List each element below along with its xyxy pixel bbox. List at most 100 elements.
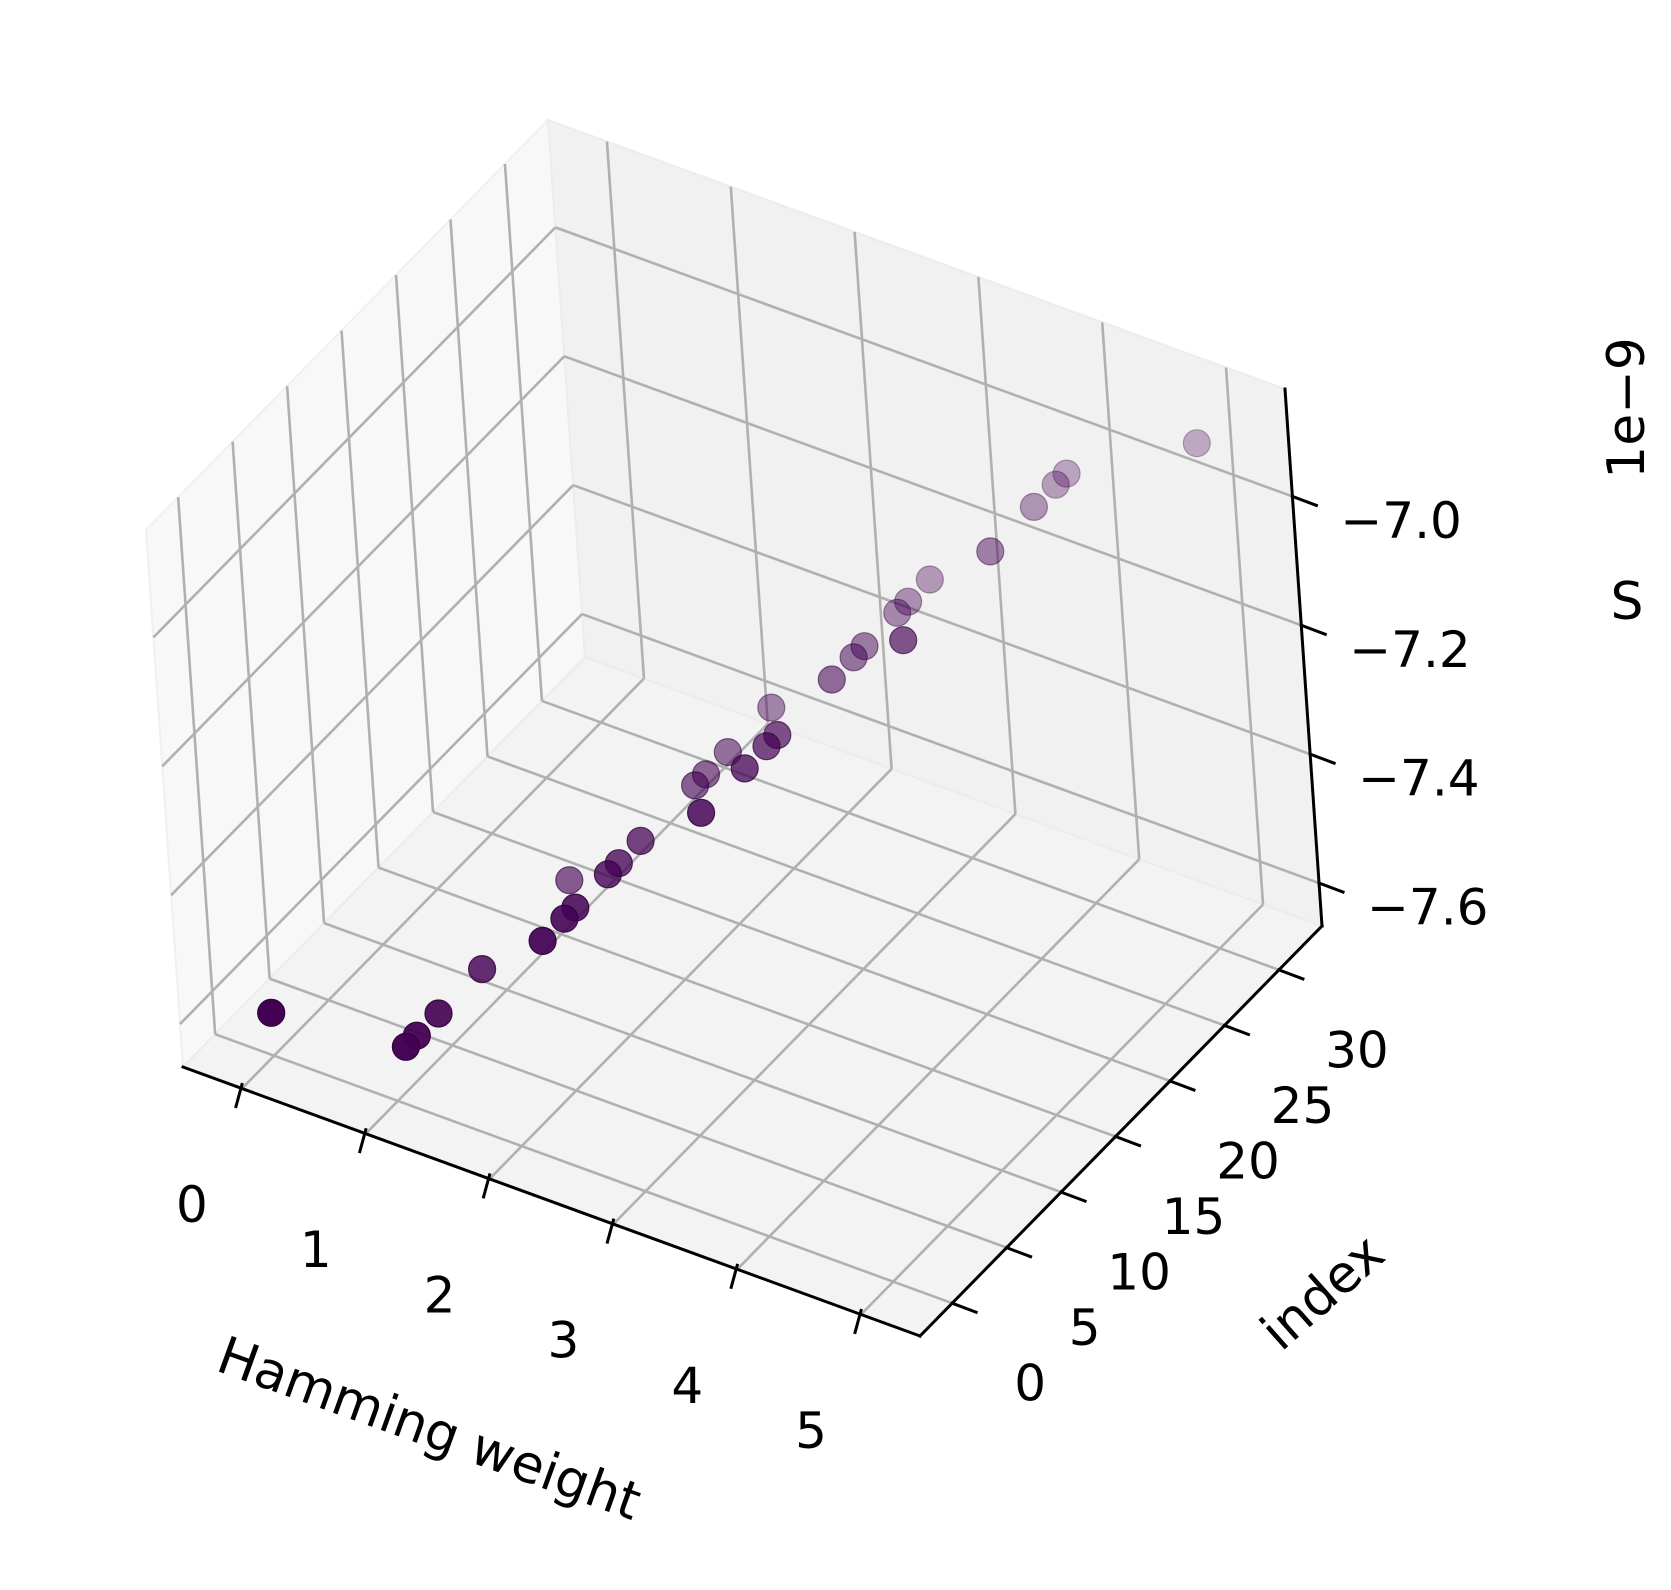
grid-line-z-left: [179, 613, 583, 1025]
y-tick-mark: [1059, 1190, 1088, 1204]
grid-line-y-floor: [269, 977, 1008, 1249]
grid-line-y-floor: [487, 755, 1225, 1027]
data-point: [424, 999, 453, 1028]
data-point: [757, 693, 786, 722]
grid-line-y-floor: [432, 810, 1171, 1083]
y-tick-label: 10: [1107, 1244, 1171, 1302]
z-tick-mark: [1308, 752, 1337, 766]
grid-line-z-left: [161, 355, 566, 768]
grid-line-z-back: [554, 226, 1293, 498]
data-point: [889, 626, 918, 655]
data-point: [883, 598, 912, 627]
z-offset-label: 1e−9: [1597, 337, 1657, 479]
y-tick-mark: [950, 1301, 979, 1315]
grid-line-x-floor: [488, 767, 893, 1180]
grid-line-y-left: [503, 163, 544, 701]
grid-lines: [152, 141, 1320, 1316]
y-tick-label: 0: [1014, 1355, 1046, 1413]
grid-line-x-floor: [612, 813, 1017, 1226]
grid-line-x-back: [853, 231, 893, 769]
grid-line-z-back: [563, 355, 1302, 627]
x-tick-label: 3: [548, 1312, 580, 1370]
z-axis-line: [1283, 387, 1324, 928]
y-tick-label: 5: [1069, 1299, 1101, 1357]
y-tick-mark: [1168, 1079, 1196, 1092]
data-point: [976, 537, 1005, 566]
grid-line-y-floor: [378, 866, 1116, 1138]
data-point: [1019, 492, 1049, 521]
y-tick-mark: [1222, 1023, 1251, 1037]
grid-line-y-left: [176, 497, 217, 1035]
grid-line-y-floor: [214, 1032, 953, 1305]
x-tick-mark: [853, 1308, 863, 1335]
z-tick-mark: [1299, 623, 1328, 637]
data-point: [1052, 459, 1081, 488]
data-point: [593, 860, 623, 889]
grid-line-y-left: [449, 219, 489, 757]
data-point: [730, 754, 759, 783]
x-tick-label: 0: [176, 1176, 208, 1234]
y-tick-label: 20: [1216, 1133, 1280, 1191]
x-tick-mark: [357, 1127, 368, 1154]
x-tick-label: 4: [671, 1357, 703, 1415]
grid-line-x-back: [1100, 322, 1141, 860]
data-point: [1182, 429, 1211, 458]
grid-line-y-left: [394, 274, 435, 813]
z-tick-mark: [1290, 494, 1319, 508]
y-tick-label: 30: [1325, 1021, 1389, 1079]
grid-line-x-floor: [736, 858, 1141, 1271]
z-tick-mark: [1317, 881, 1345, 894]
x-tick-label: 1: [300, 1221, 332, 1279]
data-point: [550, 904, 579, 933]
data-point: [817, 665, 846, 694]
data-point: [1041, 470, 1070, 499]
x-tick-mark: [481, 1173, 492, 1199]
grid-line-x-floor: [241, 677, 645, 1090]
x-axis-label: Hamming weight: [210, 1326, 649, 1533]
y-tick-label: 25: [1271, 1077, 1335, 1135]
x-tick-label: 5: [795, 1402, 827, 1460]
grid-line-y-left: [340, 330, 380, 868]
x-tick-mark: [234, 1082, 244, 1109]
data-point: [915, 565, 944, 594]
grid-line-y-left: [231, 441, 271, 979]
grid-line-z-left: [152, 226, 557, 639]
data-point: [686, 798, 716, 827]
data-point: [839, 643, 868, 672]
x-tick-mark: [605, 1218, 616, 1244]
data-point: [680, 771, 710, 800]
data-point: [626, 826, 655, 856]
x-tick-mark: [729, 1263, 740, 1290]
y-axis-label: index: [1250, 1223, 1396, 1362]
data-point: [893, 587, 923, 616]
data-point: [555, 866, 584, 895]
grid-line-y-floor: [541, 699, 1280, 972]
axis-lines: [181, 387, 1345, 1339]
grid-line-z-back: [581, 612, 1320, 885]
grid-line-z-left: [170, 484, 575, 897]
y-tick-mark: [1113, 1134, 1142, 1148]
data-point: [528, 926, 557, 956]
y-tick-mark: [1277, 967, 1305, 981]
grid-line-x-back: [977, 277, 1017, 815]
x-tick-label: 2: [424, 1266, 456, 1324]
y-tick-label: 15: [1162, 1188, 1226, 1246]
z-axis-label: S: [1610, 572, 1643, 632]
z-tick-label: −7.6: [1367, 879, 1488, 937]
z-tick-label: −7.2: [1349, 621, 1470, 679]
data-points: [257, 429, 1211, 1061]
grid-line-y-left: [285, 386, 326, 924]
y-axis-line: [917, 923, 1325, 1339]
grid-line-y-floor: [323, 921, 1062, 1194]
data-point: [468, 954, 497, 984]
grid-line-x-back: [1224, 367, 1265, 905]
data-point: [391, 1032, 420, 1061]
y-tick-mark: [1004, 1245, 1033, 1259]
x-axis-line: [181, 1065, 922, 1338]
grid-line-x-back: [605, 141, 646, 679]
data-point: [752, 732, 781, 761]
z-tick-label: −7.4: [1358, 750, 1479, 808]
grid-line-z-back: [572, 483, 1311, 756]
grid-line-x-floor: [860, 903, 1264, 1316]
